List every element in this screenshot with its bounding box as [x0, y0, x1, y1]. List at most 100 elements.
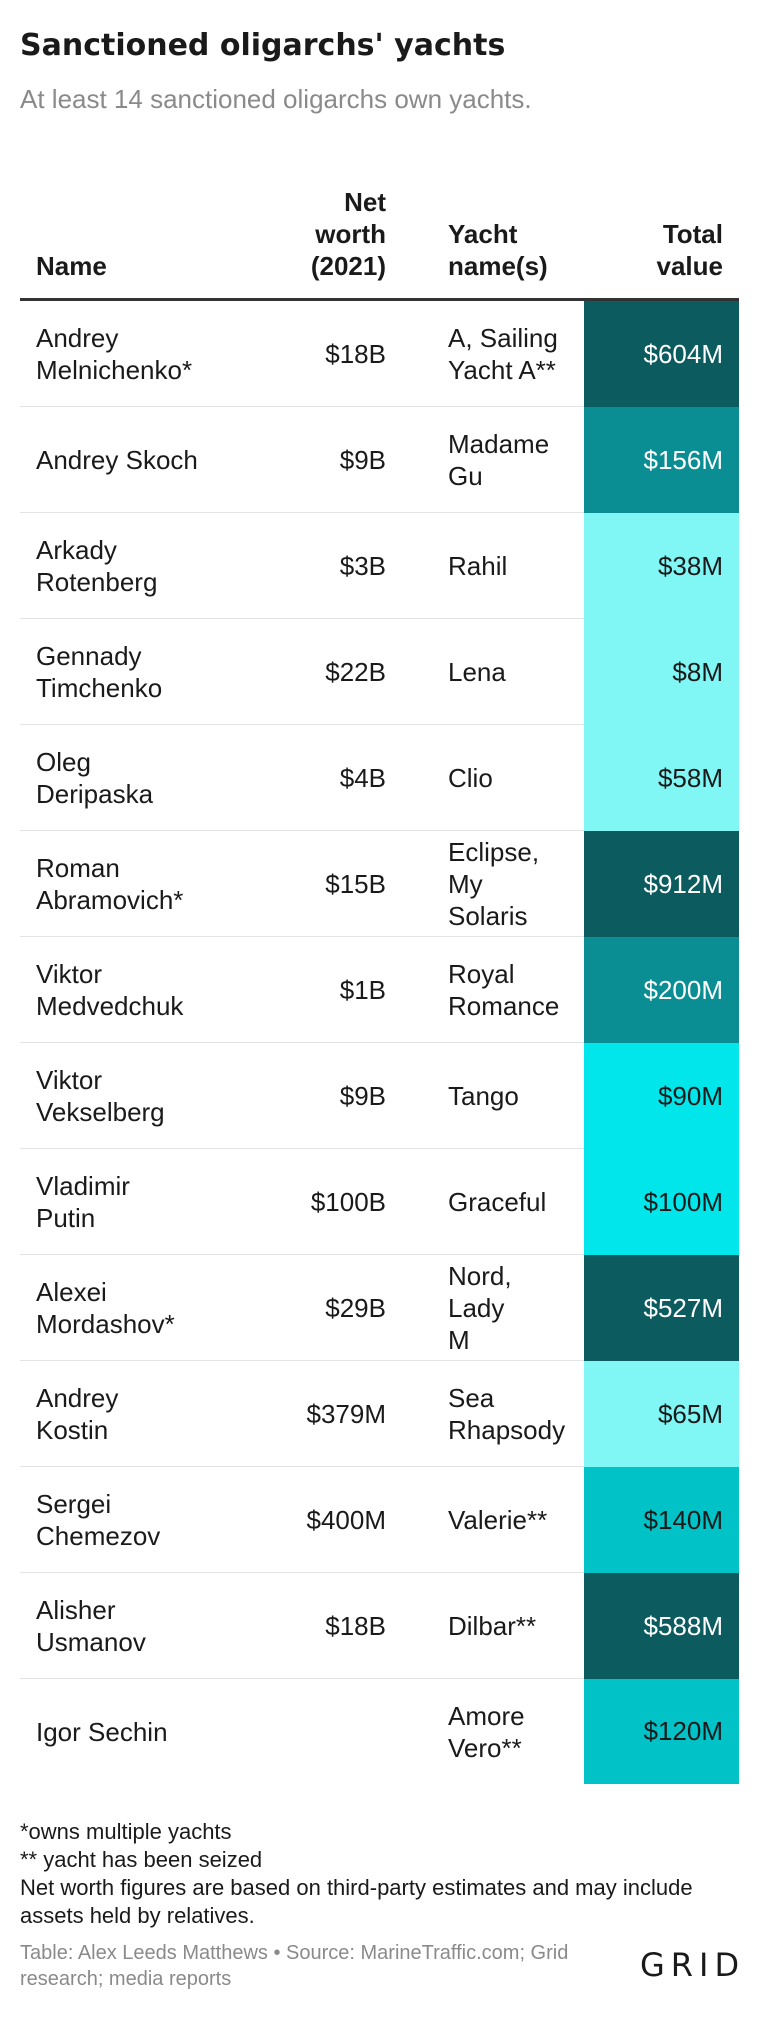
cell-name-line: Usmanov	[36, 1626, 146, 1657]
cell-net-worth: $3B	[260, 512, 392, 619]
cell-name: Igor Sechin	[20, 1679, 260, 1785]
cell-name: Andrey Melnichenko*	[20, 299, 260, 407]
table-header-row: Name Net worth (2021) Yacht name(s) Total va…	[20, 186, 739, 301]
cell-total-value: $912M	[584, 830, 739, 937]
cell-net-worth: $9B	[260, 1042, 392, 1149]
cell-name-line: Roman	[36, 852, 120, 883]
cell-name: Arkady Rotenberg	[20, 512, 260, 619]
cell-yacht-names: Graceful	[392, 1148, 584, 1255]
cell-name-line: Andrey Skoch	[36, 444, 198, 475]
cell-name-line: Sergei	[36, 1488, 112, 1519]
cell-name-line: Andrey	[36, 322, 119, 353]
cell-total-value: $527M	[584, 1254, 739, 1361]
cell-yacht-names-line: Nord, Lady	[448, 1260, 512, 1323]
header-total-value: Total value	[584, 186, 739, 301]
cell-total-value: $8M	[584, 618, 739, 725]
cell-name-line: Igor Sechin	[36, 1716, 168, 1747]
chart-container: Sanctioned oligarchs' yachts At least 14…	[0, 0, 760, 114]
cell-yacht-names-line: Graceful	[448, 1186, 547, 1217]
source-credit: Table: Alex Leeds Matthews • Source: Mar…	[20, 1942, 569, 1990]
cell-name-line: Medvedchuk	[36, 990, 184, 1021]
footnotes: *owns multiple yachts ** yacht has been …	[20, 1818, 720, 1930]
cell-yacht-names-line: Romance	[448, 990, 560, 1021]
table-row: Arkady Rotenberg $3B Rahil $38M	[20, 512, 739, 619]
header-total-value-line: value	[656, 251, 724, 281]
cell-name-line: Kostin	[36, 1414, 109, 1445]
cell-name-line: Vladimir	[36, 1170, 130, 1201]
cell-net-worth: $379M	[260, 1360, 392, 1467]
table-body: Andrey Melnichenko* $18B A, Sailing Yacht A*…	[20, 299, 739, 1785]
cell-name-line: Oleg	[36, 746, 91, 777]
cell-name: Sergei Chemezov	[20, 1466, 260, 1573]
cell-name-line: Deripaska	[36, 778, 154, 809]
cell-yacht-names-line: Rahil	[448, 550, 508, 581]
table-row: Vladimir Putin $100B Graceful $100M	[20, 1148, 739, 1255]
cell-name-line: Viktor	[36, 958, 102, 989]
table-row: Roman Abramovich* $15B Eclipse, My Solaris $9…	[20, 830, 739, 937]
cell-net-worth: $400M	[260, 1466, 392, 1573]
cell-name-line: Abramovich*	[36, 884, 184, 915]
cell-name-line: Timchenko	[36, 672, 163, 703]
cell-yacht-names-line: Sea	[448, 1382, 495, 1413]
cell-total-value: $58M	[584, 724, 739, 831]
cell-yacht-names-line: A, Sailing	[448, 322, 558, 353]
cell-name-line: Chemezov	[36, 1520, 161, 1551]
cell-yacht-names: Valerie**	[392, 1466, 584, 1573]
cell-name: Gennady Timchenko	[20, 618, 260, 725]
table-row: Alexei Mordashov* $29B Nord, Lady M $527M	[20, 1254, 739, 1361]
cell-name: Andrey Skoch	[20, 406, 260, 513]
cell-net-worth: $100B	[260, 1148, 392, 1255]
cell-name-line: Melnichenko*	[36, 354, 193, 385]
cell-name: Vladimir Putin	[20, 1148, 260, 1255]
cell-yacht-names-line: My Solaris	[448, 868, 528, 931]
cell-total-value: $120M	[584, 1678, 739, 1784]
cell-total-value: $200M	[584, 936, 739, 1043]
header-name-line: Name	[36, 251, 107, 281]
cell-name-line: Arkady	[36, 534, 117, 565]
cell-yacht-names: Lena	[392, 618, 584, 725]
cell-name-line: Viktor	[36, 1064, 102, 1095]
header-net-worth-line: Net	[344, 187, 386, 217]
cell-net-worth: $4B	[260, 724, 392, 831]
cell-name-line: Mordashov*	[36, 1308, 175, 1339]
cell-net-worth: $15B	[260, 830, 392, 937]
cell-net-worth: $22B	[260, 618, 392, 725]
cell-name-line: Vekselberg	[36, 1096, 165, 1127]
cell-yacht-names-line: Royal	[448, 958, 515, 989]
cell-yacht-names-line: Lena	[448, 656, 506, 687]
header-name: Name	[20, 186, 260, 301]
table-row: Andrey Skoch $9B Madame Gu $156M	[20, 406, 739, 513]
cell-name: Viktor Vekselberg	[20, 1042, 260, 1149]
cell-total-value: $90M	[584, 1042, 739, 1149]
cell-yacht-names-line: Tango	[448, 1080, 519, 1111]
table-row: Viktor Vekselberg $9B Tango $90M	[20, 1042, 739, 1149]
table-row: Andrey Melnichenko* $18B A, Sailing Yacht A*…	[20, 299, 739, 407]
cell-total-value: $588M	[584, 1572, 739, 1679]
table-row: Oleg Deripaska $4B Clio $58M	[20, 724, 739, 831]
cell-net-worth: $29B	[260, 1254, 392, 1361]
cell-yacht-names-line: Dilbar**	[448, 1610, 537, 1641]
table-row: Alisher Usmanov $18B Dilbar** $588M	[20, 1572, 739, 1679]
chart-subtitle: At least 14 sanctioned oligarchs own yac…	[20, 84, 532, 114]
cell-yacht-names: Sea Rhapsody	[392, 1360, 584, 1467]
cell-total-value: $100M	[584, 1148, 739, 1255]
cell-total-value: $156M	[584, 406, 739, 513]
table-row: Viktor Medvedchuk $1B Royal Romance $200M	[20, 936, 739, 1043]
cell-name-line: Gennady	[36, 640, 142, 671]
cell-net-worth: $18B	[260, 1572, 392, 1679]
yacht-table: Name Net worth (2021) Yacht name(s) Total va…	[20, 186, 739, 1784]
cell-total-value: $65M	[584, 1360, 739, 1467]
header-yacht-names: Yacht name(s)	[392, 186, 584, 301]
cell-yacht-names: Madame Gu	[392, 406, 584, 513]
cell-name-line: Putin	[36, 1202, 96, 1233]
cell-name: Oleg Deripaska	[20, 724, 260, 831]
cell-yacht-names-line: Yacht A**	[448, 354, 556, 385]
header-total-value-line: Total	[662, 219, 723, 249]
cell-name: Andrey Kostin	[20, 1360, 260, 1467]
cell-name: Viktor Medvedchuk	[20, 936, 260, 1043]
cell-yacht-names: Clio	[392, 724, 584, 831]
cell-total-value: $604M	[584, 299, 739, 407]
cell-net-worth	[260, 1679, 392, 1785]
cell-yacht-names-line: Eclipse,	[448, 836, 540, 867]
cell-name-line: Alisher	[36, 1594, 116, 1625]
